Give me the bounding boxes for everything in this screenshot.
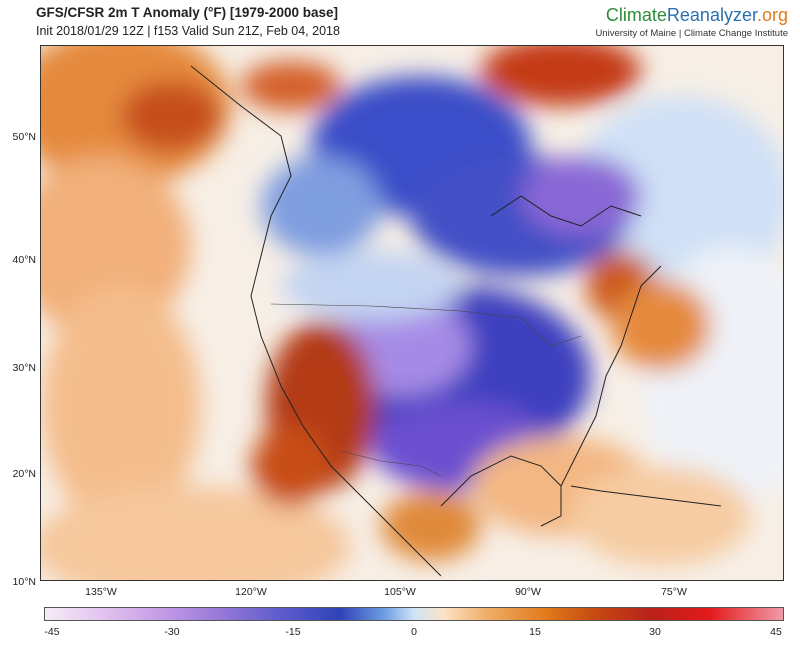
colorbar-label-minus30: -30 xyxy=(164,626,180,638)
colorbar-label-30: 30 xyxy=(649,626,661,638)
lon-label-75w: 75°W xyxy=(661,586,687,598)
lat-label-10: 10°N xyxy=(12,576,36,588)
lat-label-30: 30°N xyxy=(12,362,36,374)
coastlines xyxy=(190,65,722,577)
colorbar-label-45: 45 xyxy=(770,626,782,638)
lat-label-50: 50°N xyxy=(12,131,36,143)
colorbar-label-minus15: -15 xyxy=(285,626,301,638)
brand-name-part2: Reanalyzer xyxy=(666,5,757,25)
colorbar xyxy=(44,607,784,621)
brand-affiliation: University of Maine | Climate Change Ins… xyxy=(595,28,788,39)
lon-label-135w: 135°W xyxy=(85,586,117,598)
lon-label-120w: 120°W xyxy=(235,586,267,598)
colorbar-label-0: 0 xyxy=(411,626,417,638)
brand-name-part1: Climate xyxy=(605,5,667,25)
lon-label-105w: 105°W xyxy=(384,586,416,598)
brand-logo[interactable]: ClimateReanalyzer.org xyxy=(606,5,788,26)
lat-label-20: 20°N xyxy=(12,468,36,480)
anomaly-field xyxy=(41,46,783,580)
colorbar-label-15: 15 xyxy=(529,626,541,638)
anomaly-map xyxy=(40,45,784,581)
lat-label-40: 40°N xyxy=(12,254,36,266)
lon-label-90w: 90°W xyxy=(515,586,541,598)
colorbar-label-minus45: -45 xyxy=(44,626,60,638)
borders xyxy=(270,303,582,477)
map-title: GFS/CFSR 2m T Anomaly (°F) [1979-2000 ba… xyxy=(36,5,338,20)
map-subtitle: Init 2018/01/29 12Z | f153 Valid Sun 21Z… xyxy=(36,24,340,38)
anomaly-map-canvas xyxy=(41,46,783,580)
brand-name-part3: .org xyxy=(756,5,788,25)
